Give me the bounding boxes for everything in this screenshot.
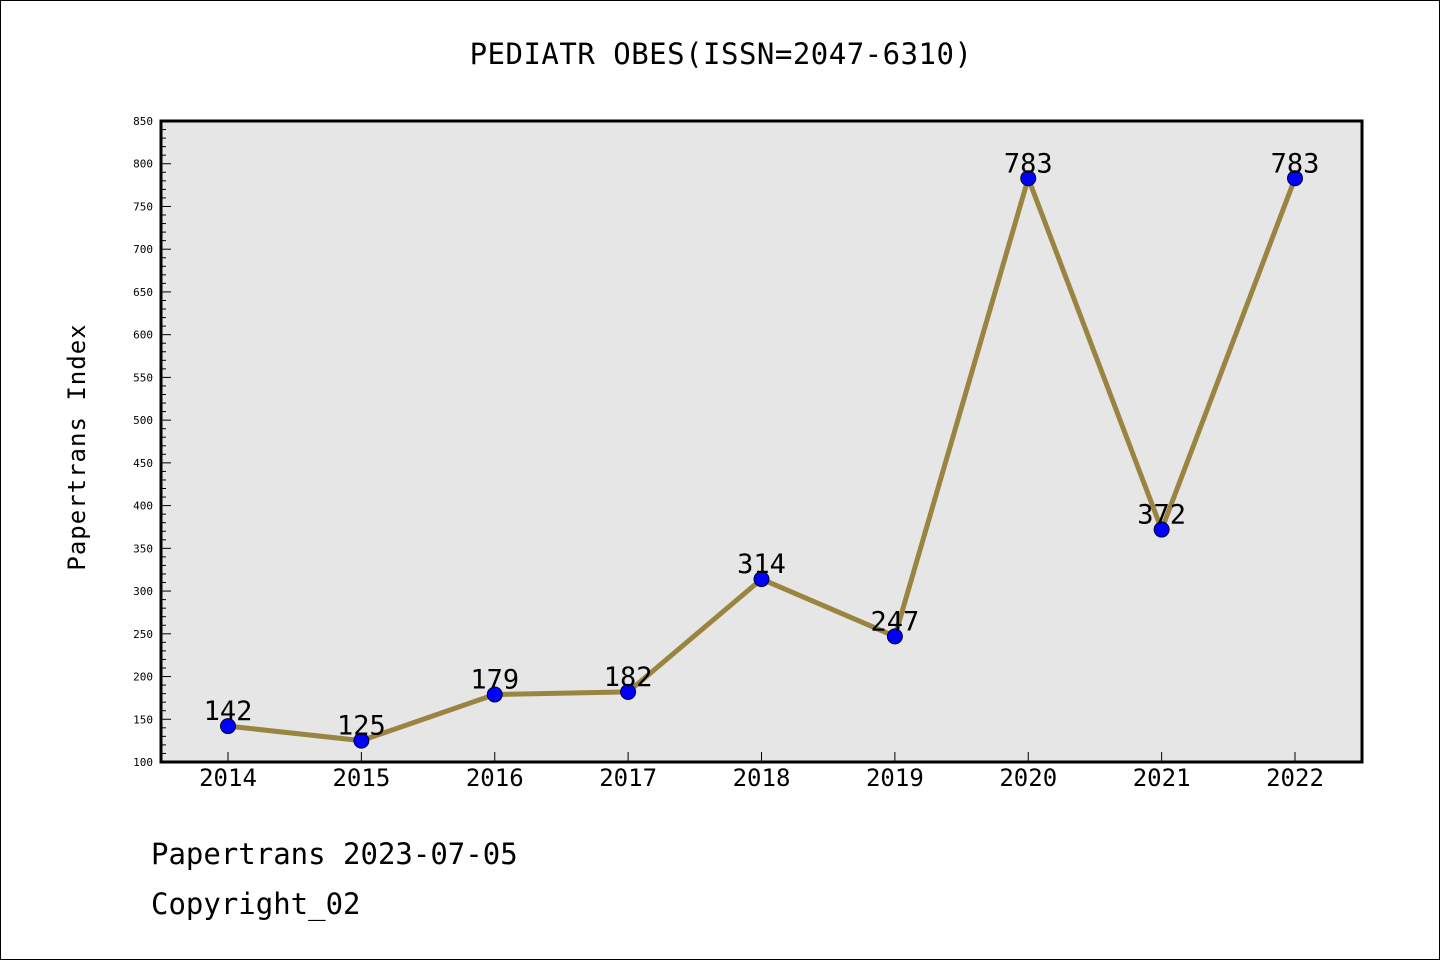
chart-title: PEDIATR OBES(ISSN=2047-6310) (469, 37, 973, 71)
y-tick-label: 200 (133, 671, 153, 684)
x-tick-label: 2014 (199, 764, 257, 792)
data-point (886, 628, 903, 645)
data-label: 372 (1137, 500, 1186, 531)
x-tick-label: 2016 (466, 764, 524, 792)
y-tick-label: 700 (133, 243, 153, 256)
y-tick-label: 350 (133, 542, 153, 555)
y-tick-label: 550 (133, 371, 153, 384)
y-tick-label: 600 (133, 329, 153, 342)
footer-date: Papertrans 2023-07-05 (151, 837, 518, 871)
x-tick-label: 2020 (999, 764, 1057, 792)
data-point (753, 571, 770, 588)
plot-frame (159, 119, 1364, 764)
data-point (220, 718, 236, 735)
y-tick-label: 450 (133, 457, 153, 470)
y-tick-label: 500 (133, 414, 153, 427)
y-tick-label: 650 (133, 286, 153, 299)
data-label: 182 (604, 662, 653, 693)
data-label: 783 (1271, 148, 1320, 179)
y-tick-label: 150 (133, 713, 153, 726)
y-tick-label: 100 (133, 756, 153, 769)
x-tick-label: 2022 (1266, 764, 1324, 792)
data-label: 142 (204, 696, 253, 727)
y-tick-label: 300 (133, 585, 153, 598)
y-axis-label: Papertrans Index (63, 323, 91, 570)
x-tick-label: 2015 (332, 764, 390, 792)
data-point (486, 686, 503, 703)
data-label: 247 (870, 606, 919, 637)
data-point (1153, 521, 1170, 538)
footer-copyright: Copyright_02 (151, 887, 361, 921)
data-label: 314 (737, 549, 786, 580)
x-tick-label: 2018 (733, 764, 791, 792)
x-axis-ticks: 2014 2015 2016 2017 2018 2019 2020 2021 2022 (199, 752, 1324, 792)
data-point (1287, 170, 1303, 187)
y-tick-label: 850 (133, 115, 153, 128)
series-layer: 142 125 179 182 314 247 783 372 783 (204, 148, 1320, 749)
y-tick-label: 250 (133, 628, 153, 641)
data-label: 783 (1004, 148, 1053, 179)
data-point (1020, 170, 1037, 187)
data-point (353, 732, 370, 749)
data-label: 125 (337, 711, 386, 742)
data-label: 179 (470, 664, 519, 695)
data-point (620, 683, 637, 700)
plot-area (161, 121, 1362, 762)
x-tick-label: 2019 (866, 764, 924, 792)
x-tick-label: 2021 (1133, 764, 1191, 792)
y-tick-label: 750 (133, 200, 153, 213)
y-axis-ticks: 100 150 200 250 300 350 400 450 500 550 600 650 700 7… (133, 115, 171, 769)
y-tick-label: 400 (133, 500, 153, 513)
x-tick-label: 2017 (599, 764, 657, 792)
y-tick-label: 800 (133, 158, 153, 171)
